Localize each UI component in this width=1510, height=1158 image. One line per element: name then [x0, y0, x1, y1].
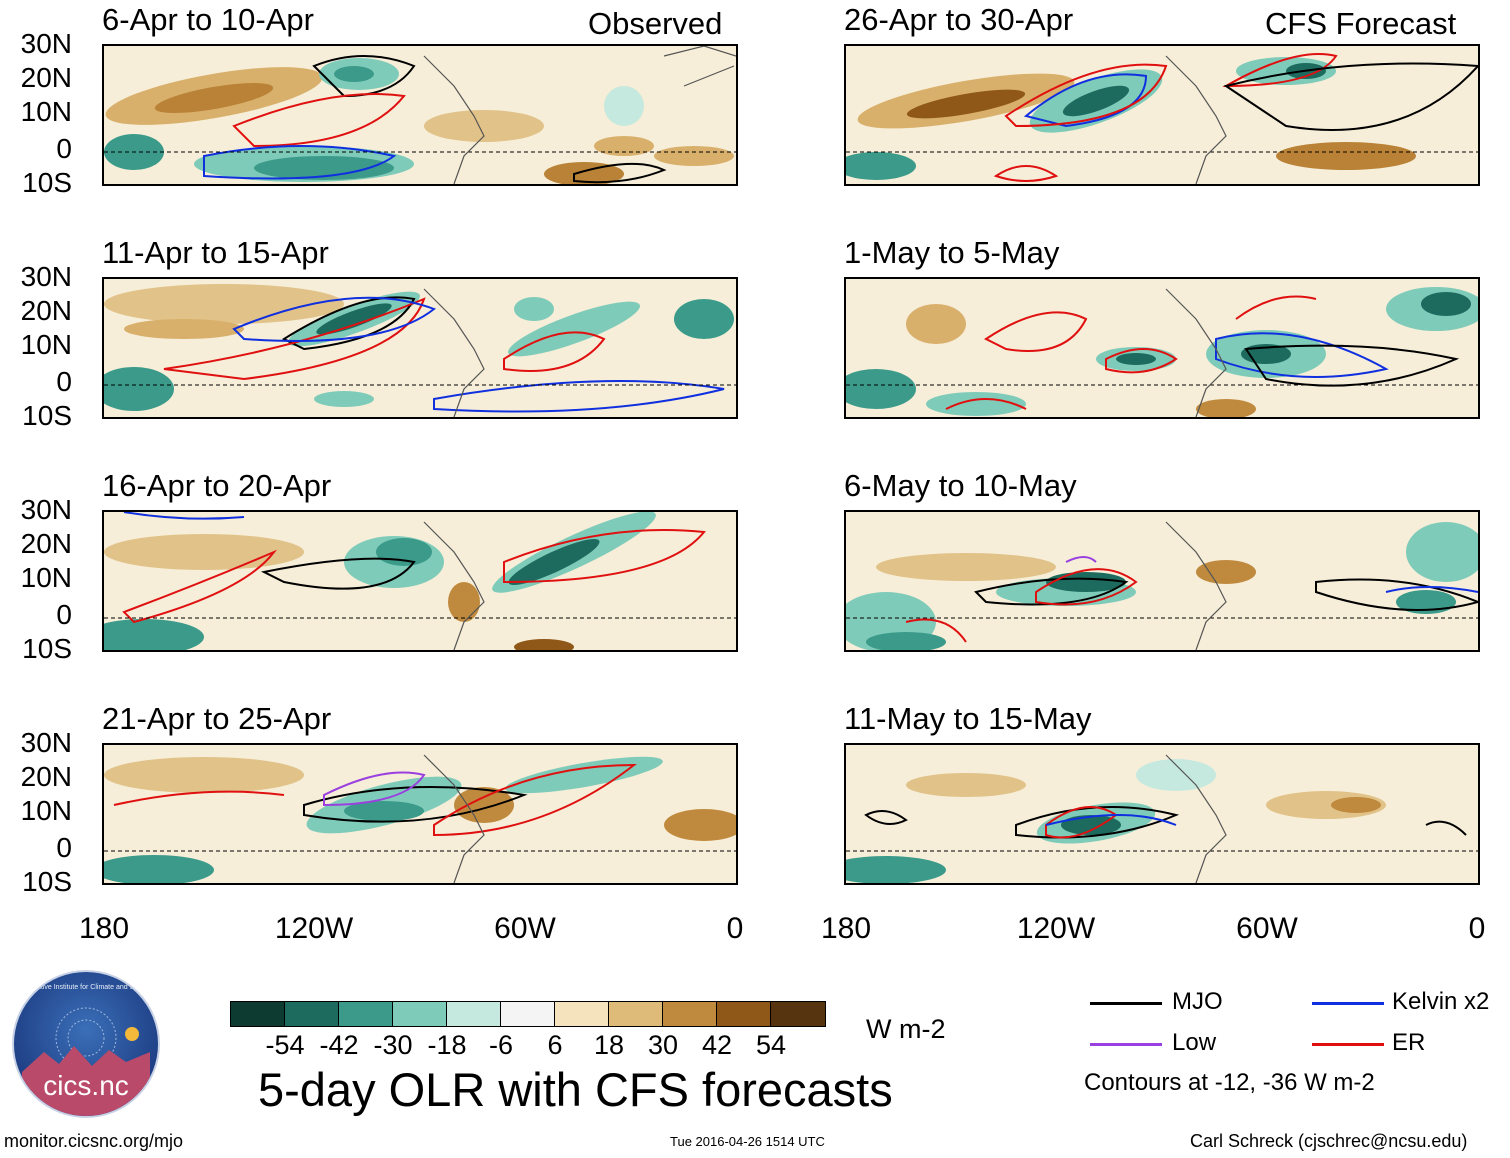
panel-title: 6-May to 10-May: [844, 468, 1077, 503]
colorbar-label: -42: [319, 1030, 359, 1060]
colorbar-swatch: [663, 1002, 717, 1026]
lat-label: 10S: [22, 866, 72, 897]
legend-line-mjo: [1090, 1002, 1162, 1005]
footer-credit: Carl Schreck (cjschrec@ncsu.edu): [1190, 1131, 1468, 1151]
lon-label: 60W: [494, 912, 556, 945]
panel-title: 21-Apr to 25-Apr: [102, 701, 332, 736]
colorbar-units: W m-2: [866, 1014, 946, 1044]
olr-map-panel: [844, 277, 1480, 419]
contour-note: Contours at -12, -36 W m-2: [1084, 1069, 1375, 1096]
lat-label: 0: [56, 599, 72, 630]
colorbar-label: 54: [755, 1030, 787, 1060]
colorbar-swatch: [771, 1002, 825, 1026]
lat-label: 10N: [20, 795, 72, 826]
lat-label: 0: [56, 366, 72, 397]
colorbar-label: 6: [547, 1030, 563, 1060]
cfs-forecast-label: CFS Forecast: [1265, 6, 1457, 41]
olr-map-panel: [102, 510, 738, 652]
colorbar-swatch: [339, 1002, 393, 1026]
lat-label: 10N: [20, 96, 72, 127]
lat-label: 30N: [20, 727, 72, 758]
lat-label: 20N: [20, 62, 72, 93]
panel-title: 11-May to 15-May: [844, 701, 1092, 736]
lat-label: 30N: [20, 261, 72, 292]
olr-map-panel: [102, 277, 738, 419]
footer-timestamp: Tue 2016-04-26 1514 UTC: [670, 1134, 825, 1149]
colorbar-swatch: [447, 1002, 501, 1026]
olr-map-panel: [844, 743, 1480, 885]
cics-logo: cics.nc Cooperative Institute for Climat…: [12, 970, 160, 1118]
lon-label: 0: [726, 912, 744, 945]
lat-label: 10S: [22, 633, 72, 664]
colorbar-label: 42: [701, 1030, 733, 1060]
lon-label: 180: [78, 912, 130, 945]
colorbar: [230, 1001, 826, 1027]
colorbar-swatch: [555, 1002, 609, 1026]
olr-map-panel: [844, 510, 1480, 652]
colorbar-swatch: [717, 1002, 771, 1026]
colorbar-label: 18: [593, 1030, 625, 1060]
logo-ring-text: Cooperative Institute for Climate and Sa…: [14, 984, 158, 991]
colorbar-swatch: [285, 1002, 339, 1026]
colorbar-swatch: [501, 1002, 555, 1026]
panel-title: 6-Apr to 10-Apr: [102, 2, 314, 37]
lat-label: 20N: [20, 761, 72, 792]
lat-label: 10S: [22, 167, 72, 198]
panel-title: 1-May to 5-May: [844, 235, 1060, 270]
legend-label-mjo: MJO: [1172, 988, 1223, 1015]
lat-label: 0: [56, 133, 72, 164]
panel-title: 16-Apr to 20-Apr: [102, 468, 332, 503]
lon-label: 120W: [1016, 912, 1096, 945]
legend-line-er: [1312, 1043, 1384, 1046]
colorbar-swatch: [231, 1002, 285, 1026]
legend-line-kelvin: [1312, 1002, 1384, 1005]
lat-label: 10N: [20, 562, 72, 593]
lon-label: 0: [1468, 912, 1486, 945]
observed-label: Observed: [588, 6, 723, 41]
lat-label: 0: [56, 832, 72, 863]
olr-map-panel: [102, 743, 738, 885]
colorbar-swatch: [609, 1002, 663, 1026]
lon-label: 120W: [274, 912, 354, 945]
legend-line-low: [1090, 1043, 1162, 1046]
legend-label-er: ER: [1392, 1029, 1426, 1056]
lat-label: 20N: [20, 295, 72, 326]
lat-label: 10N: [20, 329, 72, 360]
lat-label: 20N: [20, 528, 72, 559]
colorbar-label: 30: [647, 1030, 679, 1060]
lat-label: 30N: [20, 28, 72, 59]
figure-title: 5-day OLR with CFS forecasts: [258, 1063, 893, 1116]
colorbar-label: -18: [427, 1030, 467, 1060]
lon-label: 180: [820, 912, 872, 945]
legend-label-low: Low: [1172, 1029, 1217, 1056]
lon-label: 60W: [1236, 912, 1298, 945]
panel-title: 26-Apr to 30-Apr: [844, 2, 1074, 37]
logo-text: cics.nc: [43, 1070, 129, 1101]
olr-map-panel: [102, 44, 738, 186]
colorbar-label: -6: [488, 1030, 514, 1060]
colorbar-label: -30: [373, 1030, 413, 1060]
lat-label: 10S: [22, 400, 72, 431]
panel-title: 11-Apr to 15-Apr: [102, 235, 329, 270]
footer-url: monitor.cicsnc.org/mjo: [4, 1131, 184, 1151]
lat-label: 30N: [20, 494, 72, 525]
colorbar-swatch: [393, 1002, 447, 1026]
colorbar-label: -54: [265, 1030, 305, 1060]
legend-label-kelvin: Kelvin x2: [1392, 988, 1490, 1015]
olr-map-panel: [844, 44, 1480, 186]
